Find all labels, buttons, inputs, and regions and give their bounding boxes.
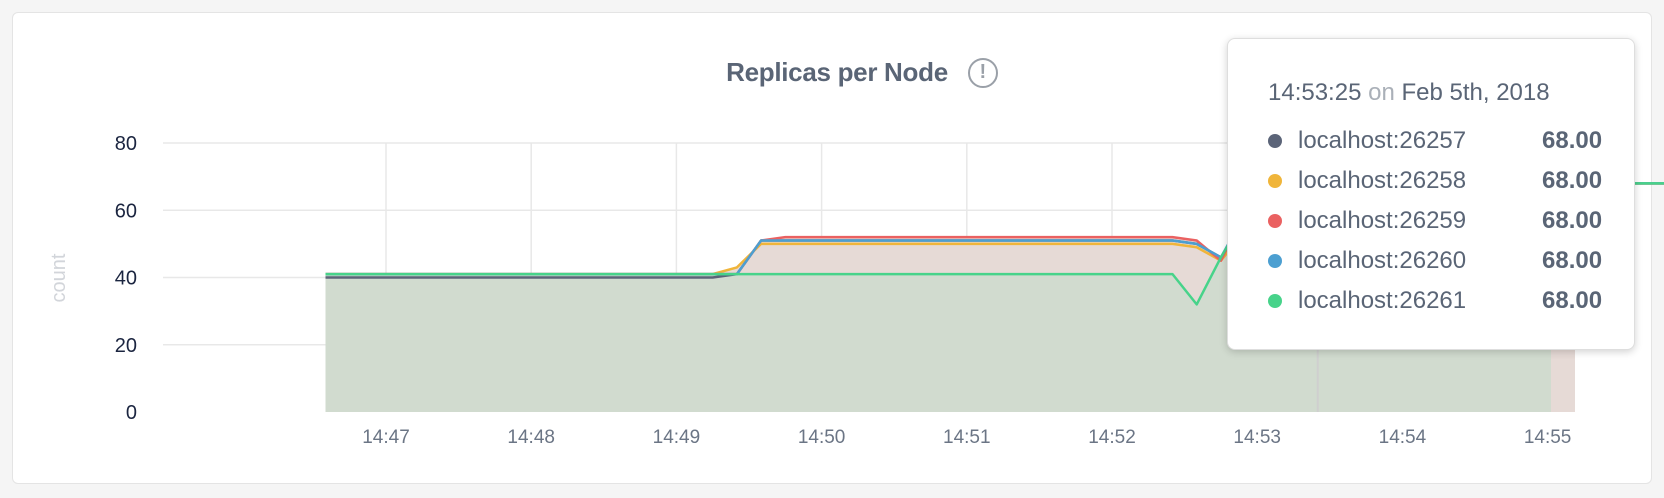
tooltip-rows: localhost:26257 68.00 localhost:26258 68.00… — [1268, 121, 1634, 321]
tooltip-series-value: 68.00 — [1542, 207, 1603, 234]
x-tick-label: 14:50 — [798, 427, 846, 448]
tooltip-series-value: 68.00 — [1542, 247, 1603, 274]
chart-title: Replicas per Node — [726, 57, 948, 87]
chart-header: Replicas per Node ! — [13, 57, 1651, 88]
x-tick-label: 14:48 — [507, 427, 555, 448]
tooltip-series-value: 68.00 — [1542, 167, 1603, 194]
legend-dot-icon — [1268, 214, 1282, 228]
tooltip-series-name: localhost:26258 — [1298, 167, 1467, 194]
tooltip-row: localhost:26259 68.00 — [1268, 201, 1634, 241]
y-tick-label: 60 — [115, 200, 137, 222]
tooltip-header: 14:53:25 on Feb 5th, 2018 — [1268, 79, 1634, 107]
tooltip-series-value: 68.00 — [1542, 127, 1603, 154]
x-axis-ticks: 14:47 14:48 14:49 14:50 14:51 14:52 14:53 14:54… — [362, 427, 1572, 448]
x-tick-label: 14:52 — [1088, 427, 1136, 448]
y-axis-ticks: 0 20 40 60 80 — [115, 133, 137, 424]
tooltip-row: localhost:26260 68.00 — [1268, 241, 1634, 281]
x-tick-label: 14:51 — [943, 427, 991, 448]
tooltip-row: localhost:26257 68.00 — [1268, 121, 1634, 161]
y-axis-label: count — [48, 253, 70, 302]
tooltip-row: localhost:26258 68.00 — [1268, 161, 1634, 201]
tooltip-series-name: localhost:26260 — [1298, 247, 1467, 274]
legend-dot-icon — [1268, 254, 1282, 268]
y-tick-label: 40 — [115, 268, 137, 290]
tooltip-date: Feb 5th, 2018 — [1401, 79, 1550, 106]
legend-dot-icon — [1268, 134, 1282, 148]
x-tick-label: 14:49 — [653, 427, 701, 448]
y-tick-label: 80 — [115, 133, 137, 155]
x-tick-label: 14:55 — [1524, 427, 1572, 448]
y-tick-label: 20 — [115, 335, 137, 357]
x-tick-label: 14:47 — [362, 427, 410, 448]
tooltip-series-value: 68.00 — [1542, 287, 1603, 314]
tooltip-row: localhost:26261 68.00 — [1268, 281, 1634, 321]
legend-dot-icon — [1268, 174, 1282, 188]
tooltip-on: on — [1368, 79, 1395, 106]
info-icon[interactable]: ! — [967, 57, 998, 88]
tooltip-series-name: localhost:26257 — [1298, 127, 1467, 154]
tooltip-time: 14:53:25 — [1268, 79, 1362, 106]
y-tick-label: 0 — [126, 402, 137, 424]
legend-dot-icon — [1268, 294, 1282, 308]
x-tick-label: 14:53 — [1233, 427, 1281, 448]
tooltip-series-name: localhost:26261 — [1298, 287, 1467, 314]
x-tick-label: 14:54 — [1379, 427, 1427, 448]
hover-tooltip: 14:53:25 on Feb 5th, 2018 localhost:2625… — [1227, 38, 1635, 350]
tooltip-series-name: localhost:26259 — [1298, 207, 1467, 234]
